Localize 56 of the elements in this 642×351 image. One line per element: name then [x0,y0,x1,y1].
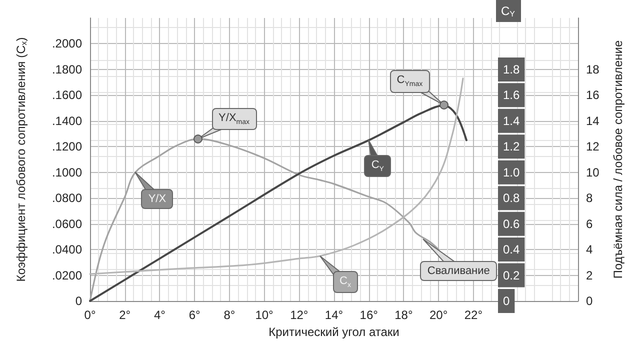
y3-tick-label: 2 [586,268,593,282]
y2-tick-label: 0 [503,294,510,308]
y2-tick-label: 1.8 [503,62,520,76]
x-tick-label: 20° [429,308,448,322]
y3-tick-label: 4 [586,242,593,257]
y-tick-label: .1000 [52,165,82,180]
annotation: Сваливание [420,261,497,282]
x-axis-title: Критический угол атаки [268,324,400,339]
callout: Сваливание [418,235,498,282]
name-tag: Y/X [131,168,174,210]
x-tick-label: 2° [119,308,131,322]
series-label: C$_{Y}$ [364,155,391,178]
y-tick-label: .2000 [52,36,82,51]
y3-tick-label: 12 [586,140,600,154]
annotation: Y/X$_{max}$ [212,108,257,130]
y-tick-label: .1600 [52,88,82,102]
y3-tick-label: 16 [586,88,600,102]
series-label: Y/X [141,189,174,210]
y3-tick-label: 14 [586,114,600,128]
y-tick-label: .0800 [52,191,82,206]
x-tick-label: 4° [154,308,166,322]
y2-tick-label: 1.2 [503,140,520,154]
x-tick-label: 16° [360,308,378,322]
x-tick-label: 6° [188,308,201,322]
y-tick-label: .0600 [52,216,82,231]
y2-tick-label: 1.6 [503,88,520,102]
y2-tick-label: 0.8 [503,191,520,206]
x-tick-label: 14° [324,308,344,322]
y3-tick-label: 10 [586,165,600,180]
y3-tick-label: 0 [586,294,593,308]
y2-tick-label: 0.4 [503,242,520,257]
x-tick-label: 8° [224,308,236,322]
y-tick-label: 0 [75,294,82,308]
name-tag: C$_{x}$ [316,252,358,293]
y2-tick-label: 1.4 [503,114,520,128]
y2-tick-label: 1.0 [503,165,520,180]
y3-tick-label: 8 [586,191,593,206]
y-tick-label: .0400 [52,242,82,257]
x-tick-label: 0° [84,308,96,322]
y3-tick-label: 18 [586,62,600,76]
y3-tick-label: 6 [586,216,593,231]
y-axis-title: Коэффициент лобового сопротивления (Cx) [14,37,28,282]
y2-tick-label: 0.2 [503,268,520,282]
y3-axis-title: Подъёмная сила / лобовое сопротивление [611,40,625,279]
x-tick-label: 22° [464,308,483,322]
y-tick-label: .1400 [52,114,82,128]
y-tick-label: .0200 [52,268,82,282]
x-tick-label: 18° [394,308,413,322]
annotation: C$_{Ymax}$ [390,70,430,93]
callout: C$_{Ymax}$ [390,70,448,110]
y2-tick-label: 0.6 [503,216,520,231]
y-tick-label: .1200 [52,140,82,154]
callout: Y/X$_{max}$ [194,108,257,143]
x-tick-label: 12° [290,308,308,322]
y-tick-label: .1800 [52,62,82,76]
x-tick-label: 10° [255,308,274,322]
